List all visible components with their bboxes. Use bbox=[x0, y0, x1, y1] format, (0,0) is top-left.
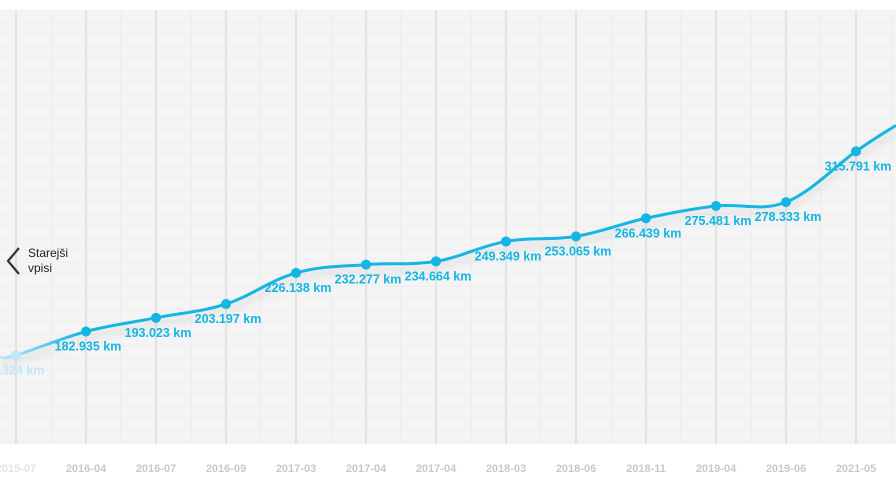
data-label: 226.138 km bbox=[265, 281, 332, 295]
data-point bbox=[151, 312, 161, 323]
x-tick-label: 2019-06 bbox=[766, 463, 806, 475]
data-label: 5.324 km bbox=[0, 363, 44, 377]
chevron-left-icon bbox=[6, 247, 20, 275]
x-tick-label: 2016-04 bbox=[66, 463, 107, 475]
data-point bbox=[81, 326, 91, 337]
x-tick-label: 2018-06 bbox=[556, 463, 596, 475]
data-label: 253.065 km bbox=[545, 244, 612, 258]
data-point bbox=[781, 197, 791, 208]
data-point bbox=[571, 231, 581, 242]
data-point bbox=[221, 299, 231, 310]
data-point bbox=[291, 267, 301, 278]
data-point bbox=[501, 236, 511, 247]
x-tick-label: 2016-07 bbox=[136, 463, 176, 475]
data-point bbox=[361, 259, 371, 270]
data-label: 234.664 km bbox=[405, 269, 472, 283]
data-label: 249.349 km bbox=[475, 249, 542, 263]
data-label: 182.935 km bbox=[55, 340, 122, 354]
data-point bbox=[431, 256, 441, 267]
data-label: 275.481 km bbox=[685, 214, 752, 228]
data-label: 278.333 km bbox=[755, 210, 822, 224]
x-tick-label: 2015-07 bbox=[0, 463, 36, 475]
data-point bbox=[641, 213, 651, 224]
x-tick-label: 2017-03 bbox=[276, 463, 316, 475]
data-label: 193.023 km bbox=[125, 326, 192, 340]
data-point bbox=[11, 350, 21, 361]
x-tick-label: 2016-09 bbox=[206, 463, 246, 475]
x-tick-label: 2019-04 bbox=[696, 463, 737, 475]
x-tick-label: 2017-04 bbox=[416, 463, 457, 475]
x-tick-label: 2021-05 bbox=[836, 463, 876, 475]
x-tick-label: 2018-11 bbox=[626, 463, 666, 475]
x-tick-label: 2017-04 bbox=[346, 463, 387, 475]
data-label: 315.791 km bbox=[825, 159, 892, 173]
data-label: 232.277 km bbox=[335, 273, 402, 287]
data-point bbox=[851, 146, 861, 157]
older-entries-label: Starejši vpisi bbox=[28, 246, 69, 275]
older-entries-button[interactable]: Starejši vpisi bbox=[4, 246, 68, 276]
data-point bbox=[711, 201, 721, 212]
data-label: 266.439 km bbox=[615, 226, 682, 240]
x-tick-label: 2018-03 bbox=[486, 463, 526, 475]
plot-background bbox=[0, 10, 896, 444]
data-label: 203.197 km bbox=[195, 312, 262, 326]
